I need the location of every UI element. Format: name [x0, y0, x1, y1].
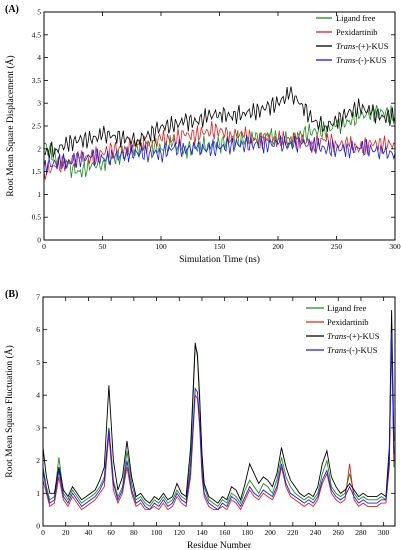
legend-entry-2: Pexidartinib: [336, 27, 378, 37]
x-tick-label: 60: [107, 528, 115, 537]
x-tick-label: 120: [174, 528, 186, 537]
series-line-3: [42, 310, 395, 504]
y-axis-label: Root Mean Square Fluctuation (Å): [3, 345, 15, 477]
y-tick-label: 5: [36, 358, 40, 367]
legend-text-part: Pexidartinib: [327, 317, 369, 327]
legend-text-part: -(+)-KUS: [346, 331, 379, 341]
legend-italic-part: Trans: [336, 41, 356, 51]
x-tick-label: 160: [219, 528, 231, 537]
y-tick-label: 1: [36, 489, 40, 498]
y-tick-label: 0: [37, 236, 41, 245]
x-tick-label: 80: [130, 528, 138, 537]
y-tick-label: 0.5: [32, 213, 42, 222]
legend-entry-2: Pexidartinib: [327, 317, 369, 327]
plot-frame: [42, 296, 396, 527]
x-tick-label: 200: [272, 242, 284, 251]
y-tick-label: 7: [36, 293, 40, 302]
panel-label: (B): [5, 289, 18, 300]
y-tick-label: 3: [37, 99, 41, 108]
y-tick-label: 4.5: [32, 30, 42, 39]
x-tick-label: 280: [355, 528, 367, 537]
legend-entry-3: Trans-(+)-KUS: [327, 331, 380, 341]
legend-entry-1: Ligand free: [327, 303, 367, 313]
legend-italic-part: Trans: [336, 55, 356, 65]
legend-entry-4: Trans-(-)-KUS: [336, 55, 387, 65]
series-line-2: [43, 120, 396, 180]
legend-italic-part: Trans: [327, 331, 347, 341]
x-tick-label: 250: [331, 242, 343, 251]
x-tick-label: 220: [287, 528, 299, 537]
y-tick-label: 2.5: [32, 122, 42, 131]
x-axis-label: Residue Number: [187, 541, 252, 550]
x-tick-label: 20: [62, 528, 70, 537]
x-tick-label: 50: [99, 242, 107, 251]
x-tick-label: 240: [310, 528, 322, 537]
series-line-4: [42, 332, 395, 511]
x-tick-label: 100: [155, 242, 167, 251]
y-tick-label: 4: [37, 53, 41, 62]
legend-italic-part: Trans: [327, 345, 347, 355]
x-tick-label: 100: [151, 528, 163, 537]
panel-label: (A): [5, 4, 19, 15]
x-tick-label: 200: [264, 528, 276, 537]
x-axis-label: Simulation Time (ns): [179, 254, 260, 265]
series-line-1: [42, 323, 395, 508]
y-tick-label: 2: [37, 144, 41, 153]
series-line-3: [43, 86, 396, 160]
x-tick-label: 0: [41, 528, 45, 537]
y-tick-label: 0: [36, 522, 40, 531]
x-tick-label: 180: [242, 528, 254, 537]
y-tick-label: 1.5: [32, 167, 42, 176]
y-tick-label: 1: [37, 190, 41, 199]
x-tick-label: 40: [85, 528, 93, 537]
x-tick-label: 300: [378, 528, 390, 537]
y-tick-label: 3.5: [32, 76, 42, 85]
legend-text-part: Ligand free: [327, 303, 367, 313]
x-tick-label: 140: [196, 528, 208, 537]
series-line-4: [43, 134, 396, 175]
y-tick-label: 4: [36, 391, 40, 400]
y-tick-label: 3: [36, 423, 40, 432]
series-line-2: [42, 329, 395, 511]
y-tick-label: 2: [36, 456, 40, 465]
legend-entry-1: Ligand free: [336, 13, 376, 23]
x-tick-label: 300: [389, 242, 401, 251]
legend-text-part: -(+)-KUS: [355, 41, 388, 51]
y-axis-label: Root Mean Square Displacement (Å): [4, 55, 16, 196]
series-line-1: [43, 104, 396, 178]
x-tick-label: 260: [333, 528, 345, 537]
y-tick-label: 6: [36, 325, 40, 334]
legend-entry-4: Trans-(-)-KUS: [327, 345, 378, 355]
legend-text-part: -(-)-KUS: [355, 55, 386, 65]
x-tick-label: 0: [42, 242, 46, 251]
y-tick-label: 5: [37, 8, 41, 17]
legend-text-part: Pexidartinib: [336, 27, 378, 37]
x-tick-label: 150: [214, 242, 226, 251]
legend-text-part: Ligand free: [336, 13, 376, 23]
legend-entry-3: Trans-(+)-KUS: [336, 41, 389, 51]
legend-text-part: -(-)-KUS: [346, 345, 377, 355]
